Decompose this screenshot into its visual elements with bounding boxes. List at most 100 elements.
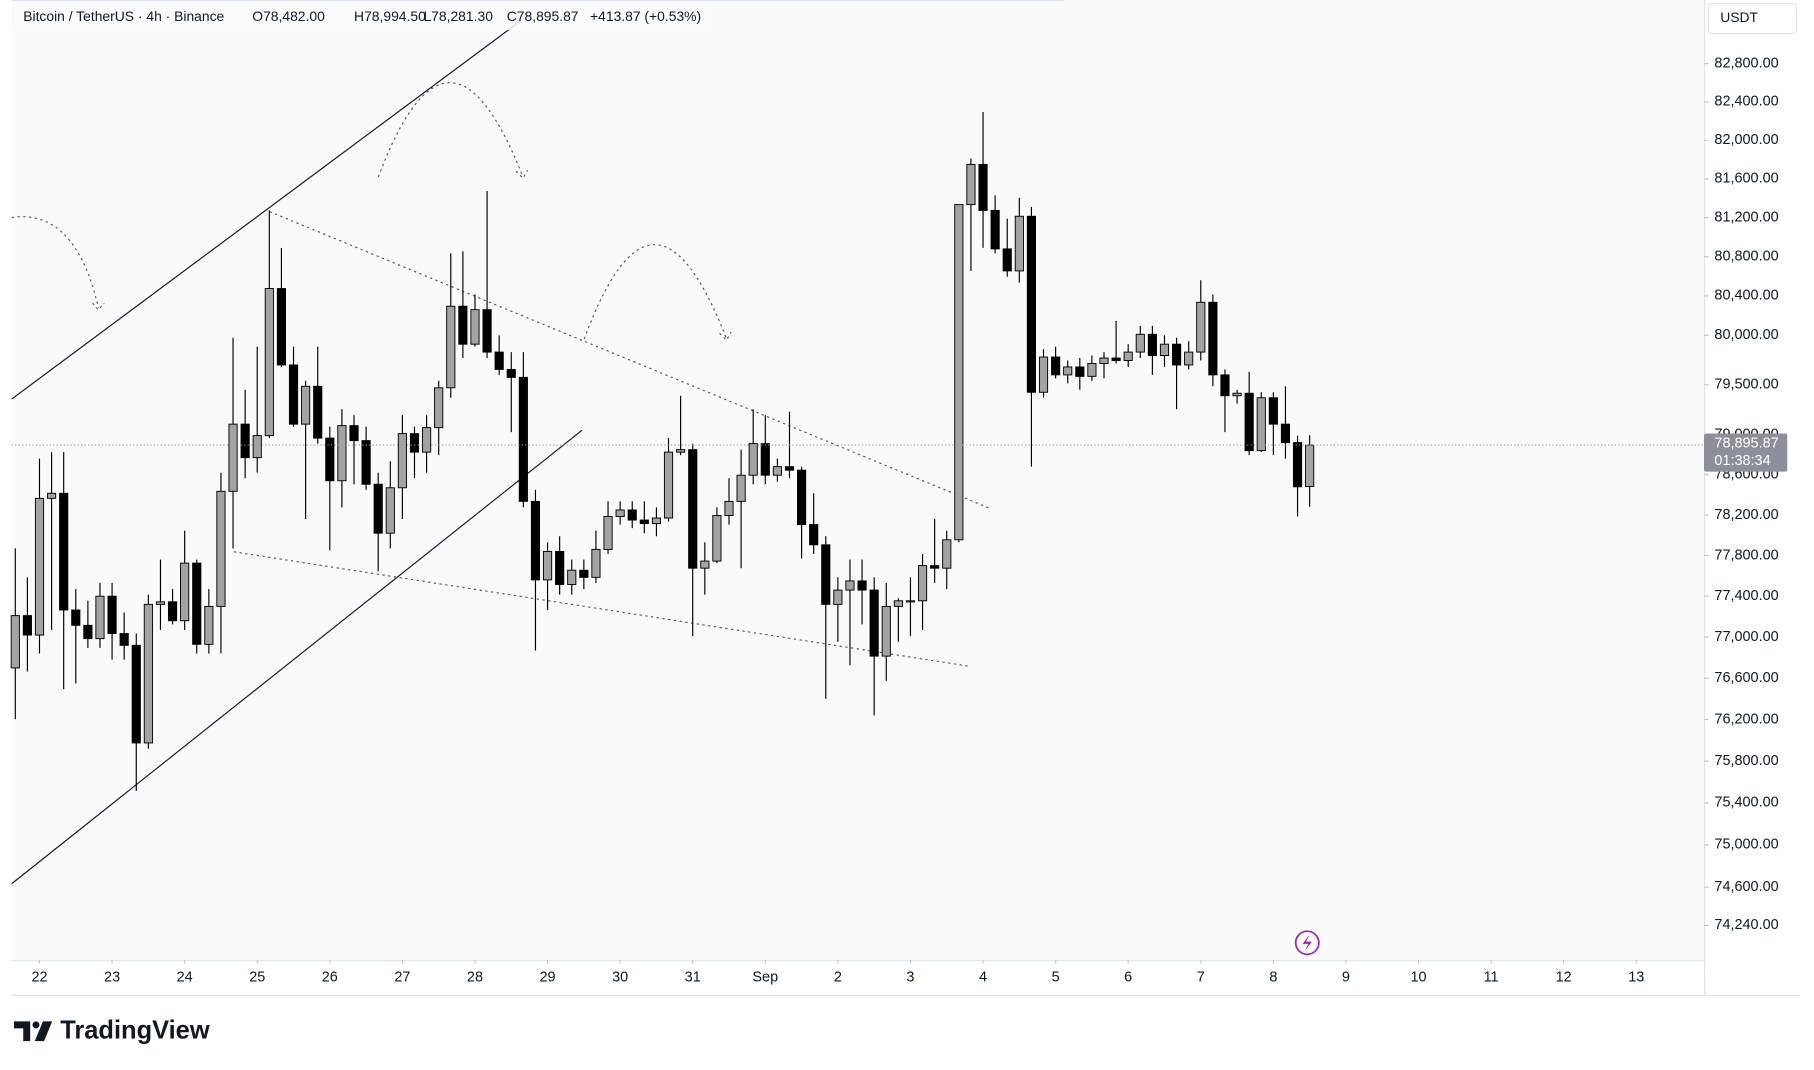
candle-body [349,425,359,442]
price-label: 78,895.87 [1714,436,1778,452]
y-tick-label: 81,600.00 [1714,171,1778,187]
y-tick-label: 79,500.00 [1714,377,1778,393]
candle-body [567,569,577,585]
candle-body [1292,442,1303,488]
candle-body [83,624,93,640]
candle-body [1123,351,1133,361]
x-tick-label: 11 [1484,969,1499,985]
x-tick-label: 9 [1342,969,1350,985]
candle-body [1051,356,1061,376]
x-tick-label: 7 [1197,969,1205,985]
x-tick-label: 6 [1124,969,1132,985]
price-box [1704,433,1788,472]
candle-body [1075,366,1085,377]
plot-area [11,0,1705,961]
drawings [11,20,992,885]
x-tick-label: 23 [104,969,120,985]
candle-body [748,443,758,476]
candle-body [676,449,686,453]
x-tick-label: 3 [906,969,914,985]
countdown: 01:38:34 [1714,453,1770,469]
channel-upper [11,20,521,400]
candle-body [325,437,335,482]
candle-body [942,539,952,569]
candle-body [1099,357,1109,364]
candle-body [651,517,662,525]
candle-body [555,550,565,585]
candle-body [240,423,250,459]
candle-body [772,466,782,476]
candle-body [784,466,795,471]
y-tick-label: 74,600.00 [1714,879,1778,895]
candle-body [301,385,311,425]
candle-body [192,562,202,645]
x-tick-label: 13 [1628,969,1644,985]
candle-body [663,451,674,519]
logo[interactable]: TradingView [13,1017,210,1045]
candle-body [1026,215,1037,393]
y-tick-label: 80,000.00 [1714,327,1778,343]
candle-body [71,609,81,626]
candle-body [446,305,456,389]
icon-circle[interactable] [1294,930,1320,956]
candle-body [95,595,105,640]
candle-body [59,492,69,611]
y-tick-label: 74,240.00 [1714,917,1778,933]
candle-body [1184,351,1194,366]
candle-body [373,483,383,534]
x-tick-label: 2 [834,969,842,985]
candle-body [143,603,153,744]
candle-body [1159,343,1170,357]
candle-body [288,364,299,425]
candle-body [216,490,226,607]
candle-body [530,500,541,581]
candle-body [1172,343,1182,366]
currency-button[interactable] [1708,2,1798,35]
candle-body [119,633,129,646]
y-tick-label: 76,200.00 [1714,711,1778,727]
candle-body [688,449,698,569]
x-tick-label: 29 [540,969,556,985]
replay-icon[interactable] [1294,930,1320,956]
candle-body [47,492,57,499]
logo-mark[interactable] [34,1021,53,1042]
y-tick-label: 80,400.00 [1714,288,1778,304]
candle-body [893,600,903,607]
candle-body [881,605,891,657]
x-tick-label: 25 [249,969,265,985]
candle-body [797,469,807,526]
currency[interactable]: USDT [1720,9,1758,25]
candle-body [204,605,214,645]
candle-body [385,487,395,534]
y-tick-label: 82,000.00 [1714,132,1778,148]
y-tick-label: 77,000.00 [1714,629,1778,645]
brand[interactable]: TradingView [60,1017,210,1045]
y-tick-label: 80,800.00 [1714,249,1778,265]
candle-body [821,544,831,605]
candle-body [917,565,928,602]
x-tick-label: 22 [31,969,47,985]
channel-lower [11,429,583,885]
logo-mark[interactable] [13,1021,31,1042]
candle-body [228,423,238,492]
logo-dot[interactable] [32,1021,40,1029]
candle-body [180,562,190,622]
candle-body [542,550,553,581]
candle-body [639,519,649,525]
candle-body [313,385,323,439]
y-tick-label: 75,800.00 [1714,753,1778,769]
x-tick-label: 10 [1410,969,1426,985]
candle-body [712,515,722,562]
high-value: H78,994.50 [354,8,426,24]
candle-body [954,204,964,541]
arc-arrow [11,216,99,308]
candle-body [1111,357,1121,361]
candle-body [700,560,710,569]
candle-body [506,368,516,378]
candle-body [1244,392,1254,452]
candle-body [337,425,347,482]
candle-body [990,209,1000,250]
icon-bolt[interactable] [1302,934,1312,951]
candle-body [1268,397,1278,425]
